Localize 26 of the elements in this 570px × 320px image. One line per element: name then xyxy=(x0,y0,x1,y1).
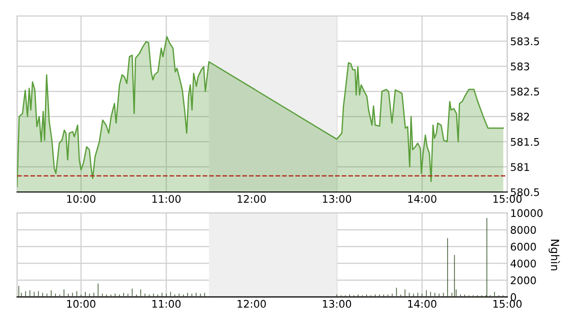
x-tick-label: 14:00 xyxy=(408,194,436,203)
x-tick-label: 15:00 xyxy=(493,194,522,203)
x-tick-label: 10:00 xyxy=(67,194,96,203)
x-tick-label: 12:00 xyxy=(238,194,266,203)
x-tick-label: 15:00 xyxy=(493,300,522,308)
y-tick-label: 582.5 xyxy=(510,88,539,96)
y-tick-label: 580.5 xyxy=(510,188,539,196)
x-tick-label: 13:00 xyxy=(322,300,352,308)
y-tick-label: 581 xyxy=(510,163,529,171)
y-tick-label: 6000 xyxy=(510,242,536,251)
y-tick-label: 2000 xyxy=(510,276,536,284)
y-tick-label: 583 xyxy=(510,62,530,70)
y-tick-label: 583.5 xyxy=(510,37,539,46)
y-tick-label: 10000 xyxy=(511,209,543,218)
x-tick-label: 11:00 xyxy=(152,194,181,203)
y-tick-label: 8000 xyxy=(510,226,536,234)
y-tick-label: 581.5 xyxy=(510,138,539,146)
y-axis-title: Nghìn xyxy=(548,240,560,270)
y-tick-label: 582 xyxy=(510,112,529,121)
x-tick-label: 11:00 xyxy=(152,300,181,308)
x-tick-label: 14:00 xyxy=(408,300,436,308)
y-tick-label: 584 xyxy=(510,12,530,20)
y-tick-label: 4000 xyxy=(510,260,536,268)
x-tick-label: 10:00 xyxy=(67,300,96,308)
x-tick-label: 13:00 xyxy=(322,194,352,203)
x-tick-label: 12:00 xyxy=(238,300,266,308)
